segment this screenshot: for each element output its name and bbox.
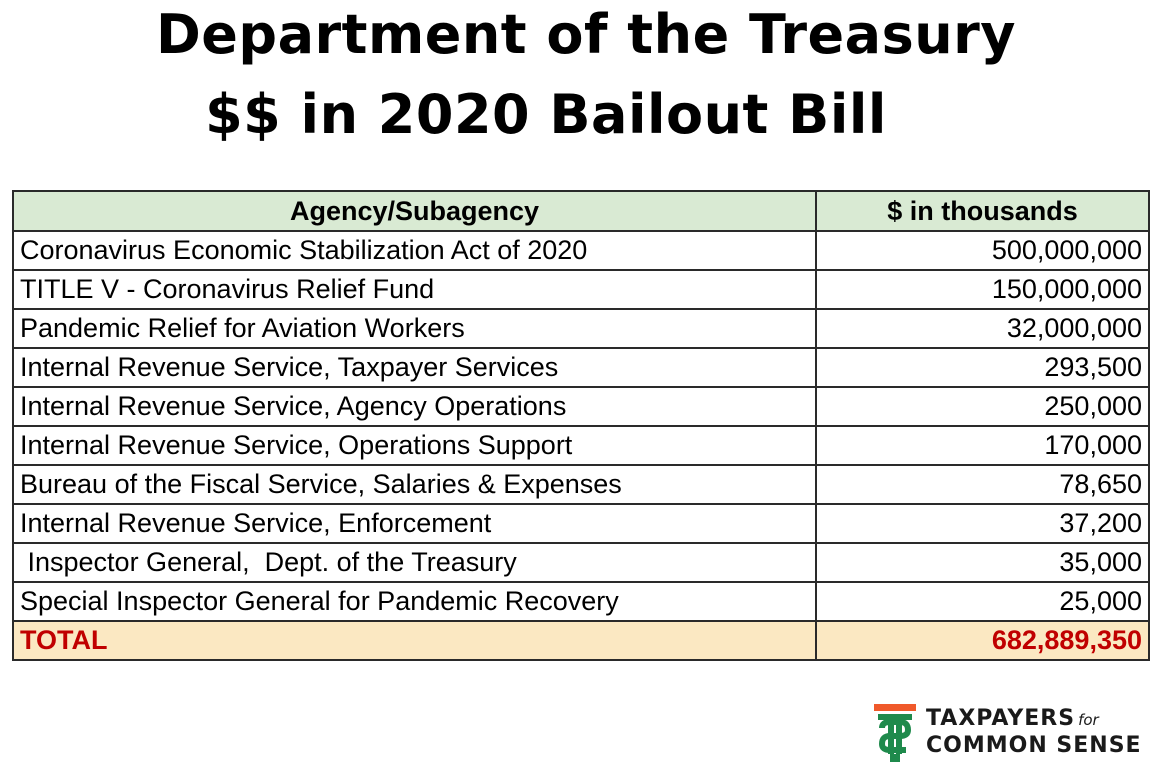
table-row: Internal Revenue Service, Operations Sup… [12,425,1150,466]
total-row: TOTAL 682,889,350 [12,620,1150,661]
agency-cell: Bureau of the Fiscal Service, Salaries &… [12,464,817,505]
agency-cell: TITLE V - Coronavirus Relief Fund [12,269,817,310]
amount-cell: 37,200 [815,503,1150,544]
agency-cell: Internal Revenue Service, Operations Sup… [12,425,817,466]
table-row: Pandemic Relief for Aviation Workers 32,… [12,308,1150,349]
amount-cell: 250,000 [815,386,1150,427]
amount-cell: 293,500 [815,347,1150,388]
total-amount: 682,889,350 [815,620,1150,661]
agency-cell: Internal Revenue Service, Agency Operati… [12,386,817,427]
amount-cell: 32,000,000 [815,308,1150,349]
amount-cell: 500,000,000 [815,230,1150,271]
table-row: Bureau of the Fiscal Service, Salaries &… [12,464,1150,505]
table-row: Internal Revenue Service, Taxpayer Servi… [12,347,1150,388]
amount-cell: 78,650 [815,464,1150,505]
table-header-row: Agency/Subagency $ in thousands [12,190,1150,232]
budget-table: Agency/Subagency $ in thousands Coronavi… [12,190,1150,661]
agency-cell: Coronavirus Economic Stabilization Act o… [12,230,817,271]
table-row: Internal Revenue Service, Enforcement 37… [12,503,1150,544]
page-title: Department of the Treasury [155,3,1017,66]
amount-cell: 35,000 [815,542,1150,583]
table-row: Special Inspector General for Pandemic R… [12,581,1150,622]
table-row: Coronavirus Economic Stabilization Act o… [12,230,1150,271]
amount-cell: 25,000 [815,581,1150,622]
column-header-agency: Agency/Subagency [12,190,817,232]
taxpayers-dollar-logo-icon [874,704,916,762]
logo-text-line2: COMMON SENSE [926,733,1142,758]
table-row: Inspector General, Dept. of the Treasury… [12,542,1150,583]
taxpayers-logo: TAXPAYERS for COMMON SENSE [874,702,1164,764]
agency-cell: Pandemic Relief for Aviation Workers [12,308,817,349]
agency-cell: Internal Revenue Service, Enforcement [12,503,817,544]
agency-cell: Inspector General, Dept. of the Treasury [12,542,817,583]
page-subtitle: $$ in 2020 Bailout Bill [205,83,887,146]
total-label: TOTAL [12,620,817,661]
column-header-amount: $ in thousands [815,190,1150,232]
amount-cell: 150,000,000 [815,269,1150,310]
table-row: Internal Revenue Service, Agency Operati… [12,386,1150,427]
agency-cell: Internal Revenue Service, Taxpayer Servi… [12,347,817,388]
agency-cell: Special Inspector General for Pandemic R… [12,581,817,622]
logo-text-line1: TAXPAYERS for [926,706,1099,731]
amount-cell: 170,000 [815,425,1150,466]
table-row: TITLE V - Coronavirus Relief Fund 150,00… [12,269,1150,310]
